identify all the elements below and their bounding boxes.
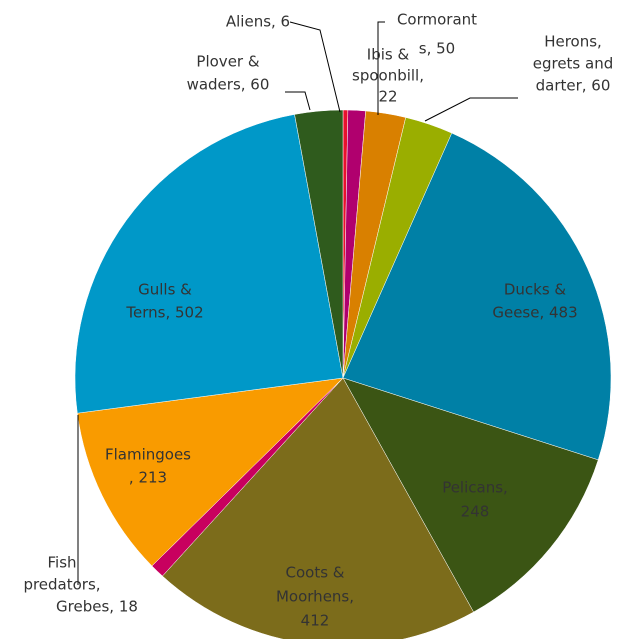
- data-label: egrets and: [533, 55, 614, 73]
- data-label: spoonbill,: [352, 67, 424, 85]
- data-label: Moorhens,: [276, 588, 354, 606]
- data-label: 22: [378, 88, 397, 106]
- leader-line: [377, 21, 385, 115]
- data-label: Pelicans,: [442, 479, 508, 497]
- data-label: Ibis &: [367, 46, 410, 64]
- data-label: 248: [461, 503, 490, 521]
- data-label: Flamingoes: [105, 446, 191, 464]
- data-label: darter, 60: [536, 77, 611, 95]
- data-label: 412: [301, 612, 330, 630]
- data-label: predators,: [23, 576, 100, 594]
- data-label: Coots &: [286, 564, 345, 582]
- pie-slice: [294, 109, 344, 379]
- data-label: Cormorant: [397, 11, 477, 29]
- leader-line: [424, 97, 518, 122]
- data-label: Fish: [47, 554, 76, 572]
- data-label: s, 50: [419, 40, 455, 58]
- data-label: Terns, 502: [125, 304, 203, 322]
- data-label: Gulls &: [138, 281, 192, 299]
- pie-slice: [77, 377, 344, 567]
- pie-slice: [162, 377, 474, 639]
- data-label: Herons,: [544, 33, 602, 51]
- data-label: Plover &: [196, 53, 259, 71]
- data-label: waders, 60: [187, 76, 270, 94]
- data-label: Geese, 483: [492, 304, 577, 322]
- leader-line: [285, 91, 311, 111]
- pie-slice: [342, 377, 599, 613]
- pie-slice: [74, 114, 344, 414]
- data-label: Grebes, 18: [56, 598, 138, 616]
- data-label: , 213: [129, 469, 167, 487]
- data-label: Aliens, 6: [226, 13, 290, 31]
- pie-slice: [342, 132, 612, 461]
- data-label: Ducks &: [504, 281, 567, 299]
- leader-line: [289, 21, 341, 113]
